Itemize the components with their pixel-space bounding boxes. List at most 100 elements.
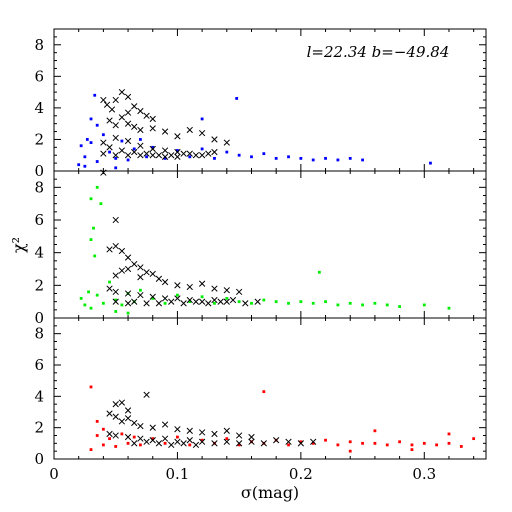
data-point-cross <box>112 432 119 439</box>
data-point-cross <box>155 152 163 159</box>
x-tick-label: 0.1 <box>165 465 189 483</box>
data-point-dot <box>99 202 103 206</box>
data-point-dot <box>447 432 451 436</box>
data-point-dot <box>101 301 105 305</box>
data-point-dot <box>87 290 90 294</box>
data-point-cross <box>124 109 132 116</box>
y-tick-label: 8 <box>34 178 44 196</box>
data-point-cross <box>155 440 163 447</box>
data-point-dot <box>108 280 111 284</box>
data-point-cross <box>174 148 181 156</box>
data-point-cross <box>108 106 116 113</box>
x-axis-title: σ(mag) <box>241 483 299 502</box>
data-point-cross <box>180 440 187 447</box>
data-point-dot <box>95 160 99 163</box>
data-point-dot <box>95 420 99 423</box>
data-point-cross <box>223 287 230 294</box>
data-point-cross <box>124 254 132 261</box>
data-point-cross <box>124 120 132 127</box>
data-point-dot <box>163 301 167 305</box>
data-point-cross <box>100 139 107 146</box>
data-point-cross <box>100 96 107 104</box>
data-point-dot <box>324 300 327 304</box>
data-point-dot <box>422 303 426 307</box>
data-point-cross <box>137 435 144 442</box>
data-point-cross <box>124 290 132 297</box>
data-point-dot <box>126 311 130 315</box>
data-point-dot <box>299 156 303 160</box>
data-point-dot <box>89 141 93 144</box>
data-point-dot <box>120 139 124 143</box>
data-point-cross <box>143 300 150 307</box>
data-point-dot <box>89 306 93 310</box>
y-tick-label: 0 <box>34 309 44 327</box>
data-point-dot <box>93 93 97 97</box>
data-point-dot <box>85 138 89 141</box>
data-point-dot <box>262 152 266 156</box>
data-point-dot <box>385 443 389 447</box>
data-point-cross <box>186 296 193 304</box>
data-point-cross <box>211 430 218 438</box>
data-point-dot <box>114 166 118 170</box>
data-point-cross <box>198 129 206 137</box>
data-point-dot <box>410 448 414 451</box>
data-point-dot <box>422 441 426 445</box>
data-point-dot <box>89 117 93 121</box>
x-tick-label: 0 <box>49 465 59 483</box>
y-tick-label: 2 <box>34 419 44 437</box>
data-point-cross <box>131 148 138 156</box>
data-point-dot <box>472 437 476 441</box>
data-point-dot <box>200 295 204 299</box>
x-tick-label: 0.2 <box>289 465 313 483</box>
data-point-dot <box>237 443 241 447</box>
data-point-cross <box>131 298 138 305</box>
panel-frame <box>53 317 487 460</box>
data-point-cross <box>174 426 181 433</box>
data-point-cross <box>112 298 119 305</box>
data-point-cross <box>112 413 119 420</box>
data-point-cross <box>143 112 150 119</box>
y-tick-label: 6 <box>34 211 44 229</box>
data-point-cross <box>118 88 126 96</box>
data-point-dot <box>373 441 377 445</box>
y-tick-label: 2 <box>34 276 44 294</box>
y-tick-label: 4 <box>34 387 44 405</box>
data-point-dot <box>108 437 111 441</box>
y-tick-label: 4 <box>34 99 44 117</box>
data-point-dot <box>429 161 432 165</box>
data-point-cross <box>143 391 150 398</box>
data-point-cross <box>186 427 193 434</box>
data-point-dot <box>225 297 229 300</box>
data-point-dot <box>188 155 192 159</box>
data-point-cross <box>106 285 113 292</box>
panel-frame <box>53 170 487 319</box>
data-point-dot <box>101 443 105 447</box>
data-point-dot <box>250 301 253 305</box>
data-point-cross <box>161 153 169 160</box>
data-point-dot <box>213 301 216 305</box>
y-axis-title: χ² <box>9 237 28 253</box>
data-point-cross <box>137 422 144 430</box>
data-point-cross <box>192 152 200 159</box>
data-point-cross <box>112 122 119 129</box>
data-point-cross <box>100 169 107 176</box>
data-point-dot <box>225 150 229 154</box>
data-point-cross <box>149 145 156 153</box>
data-point-dot <box>373 429 377 433</box>
data-point-cross <box>235 432 243 439</box>
data-point-dot <box>250 155 253 159</box>
data-point-dot <box>139 288 142 292</box>
data-point-cross <box>131 103 138 110</box>
data-point-cross <box>161 147 169 154</box>
data-point-cross <box>143 150 150 157</box>
data-point-cross <box>186 150 193 157</box>
data-point-dot <box>324 156 327 160</box>
data-point-dot <box>324 438 327 442</box>
data-point-cross <box>297 440 305 447</box>
data-point-cross <box>118 114 126 121</box>
data-point-cross <box>235 288 243 296</box>
data-point-cross <box>112 96 119 104</box>
data-point-dot <box>95 293 99 297</box>
data-point-dot <box>262 390 266 394</box>
